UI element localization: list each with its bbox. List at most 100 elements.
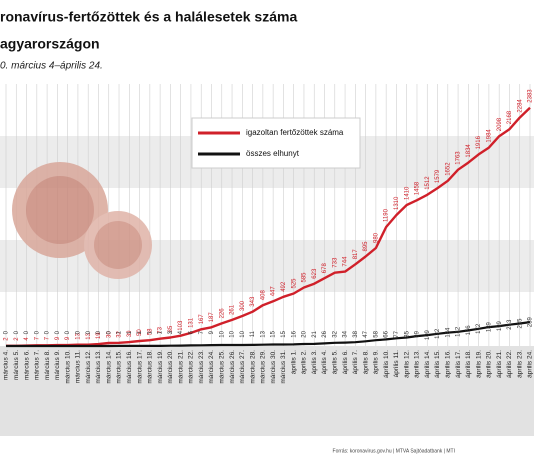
data-label: 1 (117, 330, 123, 334)
data-label: 73 (158, 326, 164, 333)
data-label: 980 (373, 232, 379, 243)
data-label: 1984 (486, 129, 492, 143)
x-tick-label: március 4. (3, 350, 10, 380)
data-label: 1 (137, 330, 143, 334)
data-label: 525 (291, 278, 297, 289)
x-tick-label: március 6. (23, 350, 30, 380)
x-tick-label: április 19. (475, 350, 482, 378)
x-tick-label: április 5. (332, 350, 339, 374)
data-label: 0 (96, 330, 102, 334)
data-label: 189 (486, 321, 492, 332)
data-label: 1 (147, 330, 153, 334)
data-label: 6 (189, 330, 195, 334)
data-label: 66 (384, 330, 390, 337)
data-label: 20 (302, 330, 308, 337)
data-label: 15 (281, 330, 287, 337)
series-line (6, 321, 531, 348)
data-label: 300 (240, 300, 246, 311)
data-label: 2383 (528, 89, 534, 103)
data-label: 142 (456, 326, 462, 337)
x-tick-label: április 18. (465, 350, 472, 378)
data-label: 0 (106, 330, 112, 334)
data-label: 10 (240, 330, 246, 337)
data-label: 58 (373, 330, 379, 337)
data-label: 261 (230, 304, 236, 315)
data-label: 1458 (415, 181, 421, 195)
data-label: 85 (168, 325, 174, 332)
data-label: 7 (34, 336, 40, 340)
data-label: 0 (24, 330, 30, 334)
data-label: 2 (14, 337, 20, 341)
legend-box (191, 117, 361, 169)
x-tick-label: március 5. (13, 350, 20, 380)
data-label: 10 (219, 330, 225, 337)
data-label: 47 (363, 330, 369, 337)
data-label: 134 (445, 327, 451, 338)
data-label: 733 (332, 257, 338, 268)
data-label: 32 (332, 330, 338, 337)
data-label: 9 (209, 330, 215, 334)
data-label: 2098 (497, 117, 503, 131)
data-label: 13 (86, 332, 92, 339)
data-label: 32 (117, 330, 123, 337)
data-label: 10 (230, 330, 236, 337)
data-label: 1190 (384, 208, 390, 222)
axis-band (0, 346, 534, 436)
data-label: 1 (127, 330, 133, 334)
x-tick-label: március 11. (75, 350, 82, 383)
x-tick-label: március 25. (218, 350, 225, 384)
data-label: 2 (4, 337, 10, 341)
data-label: 2168 (507, 110, 513, 124)
data-label: 817 (353, 249, 359, 260)
data-label: 0 (86, 330, 92, 334)
data-label: 187 (209, 312, 215, 323)
virus-illustration (12, 162, 152, 279)
data-label: 4 (178, 330, 184, 334)
data-label: 39 (127, 330, 133, 337)
x-tick-label: március 16. (126, 350, 133, 384)
data-label: 34 (343, 330, 349, 337)
data-label: 16 (291, 330, 297, 337)
x-tick-label: március 26. (229, 350, 236, 384)
data-label: 109 (425, 329, 431, 340)
x-tick-label: március 30. (270, 350, 277, 384)
data-label: 447 (271, 286, 277, 297)
x-tick-label: március 22. (188, 350, 195, 384)
legend-label: igazoltan fertőzöttek száma (246, 128, 344, 137)
data-label: 167 (199, 314, 205, 325)
x-tick-label: április 14. (424, 350, 431, 378)
data-label: 492 (281, 281, 287, 292)
data-label: 11 (250, 330, 256, 337)
data-label: 0 (4, 330, 10, 334)
x-tick-label: április 17. (455, 350, 462, 378)
data-label: 1 (158, 330, 164, 334)
data-label: 13 (260, 330, 266, 337)
data-label: 1410 (404, 186, 410, 200)
x-tick-label: március 24. (208, 350, 215, 384)
data-label: 99 (415, 330, 421, 337)
x-tick-label: március 15. (116, 350, 123, 384)
data-label: 585 (302, 272, 308, 283)
x-tick-label: március 14. (105, 350, 112, 384)
x-tick-label: március 28. (249, 350, 256, 384)
x-tick-label: április 1. (290, 350, 297, 374)
source: Forrás: koronavirus.gov.hu | MTVA Sajtóa… (333, 448, 455, 454)
x-tick-label: március 20. (167, 350, 174, 384)
data-label: 1916 (476, 135, 482, 149)
data-label: 7 (45, 336, 51, 340)
data-label: 122 (435, 328, 441, 339)
data-label: 30 (106, 331, 112, 338)
x-tick-label: április 22. (506, 350, 513, 378)
x-tick-label: április 10. (383, 350, 390, 378)
x-tick-label: április 20. (486, 350, 493, 378)
x-tick-label: április 24. (527, 350, 534, 378)
data-label: 9 (65, 336, 71, 340)
x-tick-label: március 9. (54, 350, 61, 380)
data-label: 4 (24, 337, 30, 341)
x-tick-label: április 13. (414, 350, 421, 378)
x-tick-label: április 16. (445, 350, 452, 378)
x-tick-label: április 9. (373, 350, 380, 374)
data-label: 1652 (445, 162, 451, 176)
x-tick-label: április 4. (321, 350, 328, 374)
